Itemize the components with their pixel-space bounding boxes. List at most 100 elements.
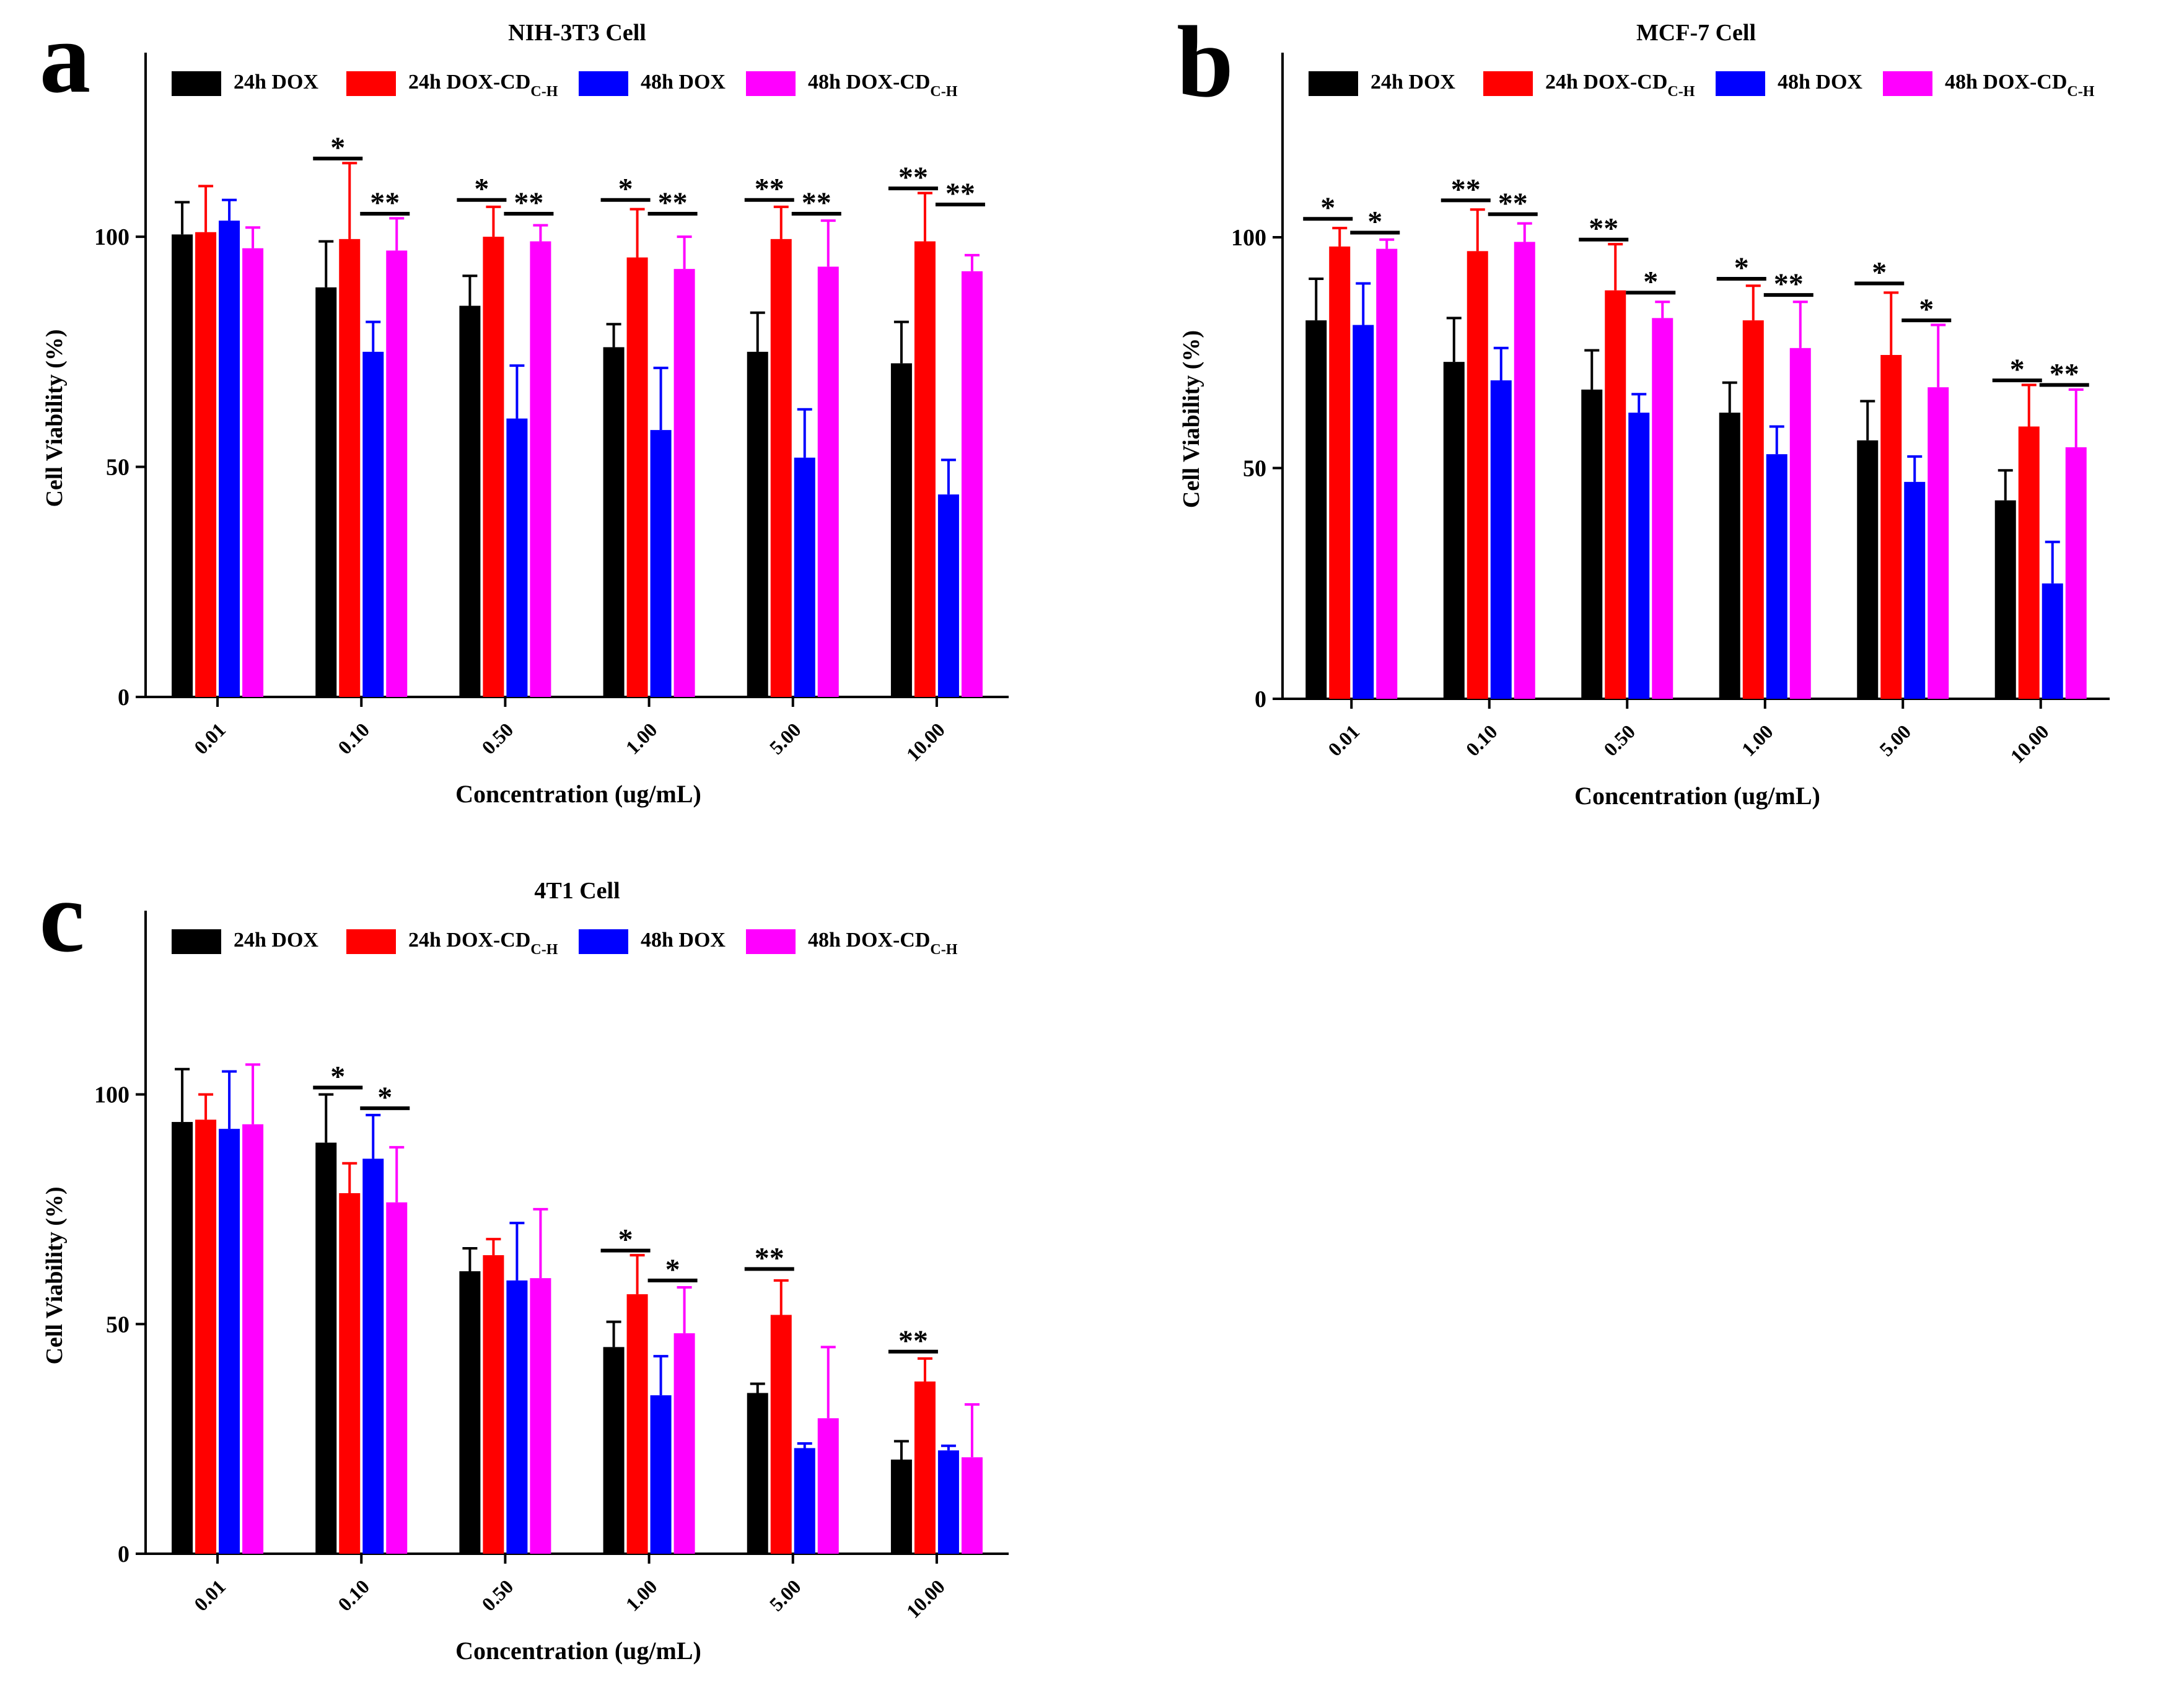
legend-label: 48h DOX-CDC-H (1945, 71, 2095, 100)
bar (747, 1393, 768, 1554)
bar (603, 1347, 625, 1554)
bar (506, 1280, 528, 1554)
legend-label: 48h DOX (641, 71, 726, 94)
bar (937, 494, 959, 697)
legend-swatch (579, 71, 628, 96)
legend-swatch (1483, 71, 1533, 96)
significance-label: ** (2050, 357, 2079, 390)
significance-label: * (1872, 256, 1887, 289)
x-tick-label: 0.10 (333, 1575, 374, 1615)
significance-label: ** (514, 186, 543, 219)
bar (1514, 242, 1535, 699)
bar (362, 1158, 384, 1554)
significance-label: ** (1774, 268, 1804, 300)
y-tick-label: 100 (94, 224, 129, 250)
bar (1467, 251, 1488, 699)
bar (459, 305, 481, 698)
bar (315, 287, 337, 697)
bar (961, 271, 983, 697)
legend-label-subscript: C-H (930, 84, 957, 100)
bar (890, 363, 912, 697)
bar (626, 1294, 648, 1554)
bar (219, 1129, 240, 1554)
bar (242, 248, 264, 697)
significance-label: * (618, 1224, 633, 1256)
bar (650, 1395, 672, 1554)
chart-title: MCF-7 Cell (1636, 20, 1756, 46)
x-tick-label: 0.01 (1323, 720, 1364, 760)
y-tick-label: 100 (94, 1082, 129, 1108)
bar (219, 221, 240, 698)
legend-swatch (172, 71, 221, 96)
x-axis-label: Concentration (ug/mL) (455, 780, 701, 808)
bar (172, 234, 193, 697)
bar (1628, 413, 1650, 699)
bar (794, 457, 815, 697)
y-tick-label: 50 (106, 455, 129, 481)
legend-swatch (1309, 71, 1358, 96)
x-tick-label: 10.00 (901, 718, 949, 765)
x-tick-label: 5.00 (1875, 720, 1915, 760)
significance-label: * (1320, 191, 1335, 224)
legend-swatch (1716, 71, 1765, 96)
bar (315, 1142, 337, 1554)
legend-label: 24h DOX (1371, 71, 1455, 94)
x-tick-label: 0.10 (333, 718, 374, 758)
x-tick-label: 0.50 (477, 1575, 517, 1615)
bar (747, 351, 768, 697)
bar (603, 347, 625, 697)
x-tick-label: 5.00 (765, 1575, 805, 1615)
x-tick-label: 0.10 (1462, 720, 1502, 760)
bar (1376, 248, 1398, 699)
x-tick-label: 5.00 (765, 718, 805, 758)
chart-title: NIH-3T3 Cell (508, 20, 646, 46)
legend-label-subscript: C-H (2067, 84, 2094, 100)
y-tick-label: 100 (1231, 225, 1266, 251)
significance-label: * (1643, 265, 1658, 298)
panel-label: b (1177, 5, 1234, 118)
x-tick-label: 1.00 (621, 718, 661, 758)
legend-label: 48h DOX (1778, 71, 1862, 94)
significance-label: * (1734, 252, 1749, 284)
x-tick-label: 0.01 (190, 718, 230, 758)
bar (483, 237, 504, 698)
y-tick-label: 0 (118, 685, 129, 711)
bar (1928, 387, 1949, 699)
legend-swatch (346, 929, 396, 954)
x-tick-label: 0.50 (477, 718, 517, 758)
legend-label: 24h DOX (234, 71, 318, 94)
legend-label-subscript: C-H (530, 84, 558, 100)
y-tick-label: 50 (1243, 456, 1266, 482)
bar (386, 1202, 408, 1554)
significance-label: ** (658, 186, 688, 219)
significance-label: ** (945, 177, 975, 210)
legend-label-subscript: C-H (1667, 84, 1695, 100)
bar (2042, 583, 2063, 699)
significance-label: * (1919, 293, 1934, 326)
x-axis-label: Concentration (ug/mL) (455, 1637, 701, 1665)
bar (2018, 426, 2040, 699)
legend-swatch (346, 71, 396, 96)
bar (817, 1418, 839, 1554)
chart-panel-b: b MCF-7 Cell 0 50 100 Cell Viability (%) 0.01 0… (1177, 5, 2110, 810)
bar (770, 239, 792, 697)
legend-swatch (172, 929, 221, 954)
bar (770, 1315, 792, 1554)
bar (1880, 354, 1902, 699)
bar (530, 1278, 551, 1554)
x-tick-label: 0.50 (1599, 720, 1639, 760)
bar (339, 239, 361, 697)
bar (1789, 348, 1811, 699)
bar (1719, 413, 1740, 699)
legend-swatch (746, 929, 796, 954)
bar (242, 1124, 264, 1554)
bar (483, 1255, 504, 1554)
bar (937, 1450, 959, 1554)
significance-label: ** (1451, 173, 1481, 206)
legend-label: 24h DOX-CDC-H (1545, 71, 1695, 100)
bar (794, 1448, 815, 1554)
bar (673, 269, 695, 698)
y-axis-label: Cell Viability (%) (1178, 330, 1204, 508)
legend-swatch (579, 929, 628, 954)
